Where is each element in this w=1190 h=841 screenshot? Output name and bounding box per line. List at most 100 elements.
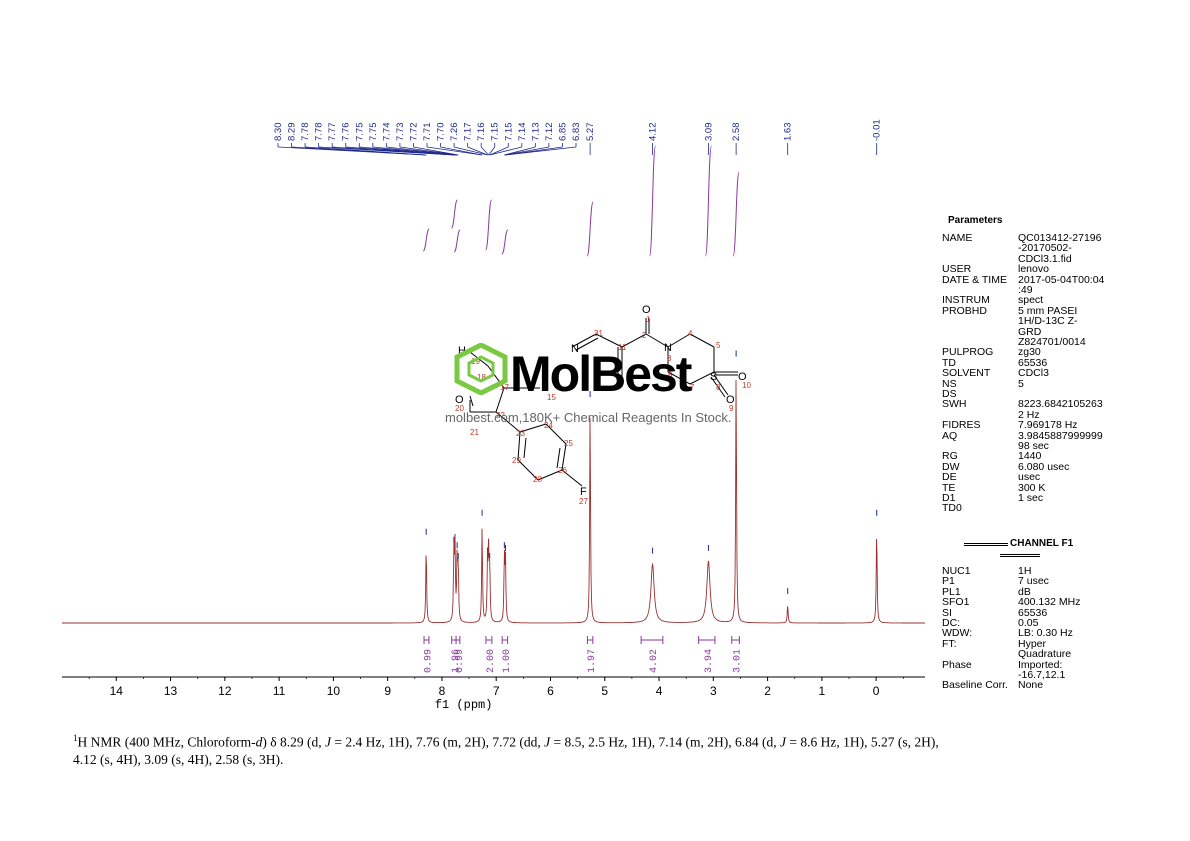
caption-j1: J <box>324 734 331 750</box>
peak-label: 7.12 <box>544 123 555 142</box>
svg-text:2: 2 <box>642 331 647 340</box>
parameter-key: FT: <box>942 637 957 650</box>
parameter-value: 7.969178 Hz <box>1018 419 1078 432</box>
peak-label: 4.12 <box>648 123 659 142</box>
caption-j3: J <box>780 734 787 750</box>
svg-text:5: 5 <box>716 341 721 350</box>
integral-value: 1.97 <box>587 649 598 673</box>
parameter-key: P1 <box>942 575 955 588</box>
svg-text:10: 10 <box>742 381 751 390</box>
parameter-key: NUC1 <box>942 565 971 577</box>
peak-label: 8.29 <box>287 123 298 142</box>
peak-label-leader <box>489 146 509 156</box>
x-axis-label: f1 (ppm) <box>435 698 493 712</box>
parameter-value: 3.9845887999999 98 sec <box>1018 429 1103 452</box>
svg-text:17: 17 <box>500 383 509 392</box>
caption-b: ) δ 8.29 (d, <box>262 734 325 750</box>
parameter-value: 65536 <box>1018 606 1048 619</box>
svg-text:9: 9 <box>729 404 734 413</box>
peak-label: 7.17 <box>463 123 474 142</box>
x-tick-label: 11 <box>273 684 286 698</box>
peak-label: 7.13 <box>530 123 541 142</box>
peak-label-leader <box>386 146 458 156</box>
svg-text:1: 1 <box>646 315 651 324</box>
parameter-value: dB <box>1018 585 1031 598</box>
parameter-key: SFO1 <box>942 596 970 609</box>
svg-text:25: 25 <box>564 439 573 448</box>
parameter-key: Baseline Corr. <box>942 679 1008 692</box>
svg-text:O: O <box>642 304 651 316</box>
parameter-value: Imported: -16.7,12.1 <box>1018 658 1066 681</box>
integral-value: 1.96 <box>451 649 462 673</box>
integral-curve <box>450 199 458 229</box>
parameter-key: NS <box>942 377 957 390</box>
peak-label: 6.85 <box>557 123 568 142</box>
parameter-key: USER <box>942 263 972 276</box>
svg-text:26: 26 <box>558 466 567 475</box>
x-tick-label: 8 <box>439 684 446 698</box>
peak-label: 7.77 <box>327 123 338 142</box>
parameter-value: spect <box>1018 294 1044 307</box>
parameter-key: Phase <box>942 658 972 671</box>
channel-double-rule <box>964 543 1008 546</box>
parameter-value: QC013412-27196 -20170502- CDCl3.1.fid <box>1018 232 1102 265</box>
x-axis: 14 13 12 11 10 9 8 7 6 5 4 3 2 1 0f1 (ppm) <box>62 676 925 712</box>
peak-label: 2.58 <box>731 123 742 142</box>
channel-title: CHANNEL F1 <box>1010 538 1074 549</box>
caption-a: H NMR (400 MHz, Chloroform- <box>77 734 256 750</box>
peak-label: 7.70 <box>436 123 447 142</box>
integral-curves <box>422 145 878 595</box>
peak-label: 3.09 <box>703 123 714 142</box>
svg-text:8: 8 <box>716 383 721 392</box>
peak-label: 7.75 <box>368 123 379 142</box>
parameter-key: TE <box>942 481 956 494</box>
parameter-key: PL1 <box>942 585 961 598</box>
x-tick-label: 7 <box>493 684 500 698</box>
svg-text:F: F <box>580 486 587 498</box>
parameter-value: lenovo <box>1018 263 1049 276</box>
parameter-value: 5 <box>1018 377 1024 390</box>
parameter-key: FIDRES <box>942 419 981 432</box>
x-tick-label: 5 <box>601 684 608 698</box>
parameter-key: TD0 <box>942 502 962 515</box>
x-tick-label: 12 <box>218 684 232 698</box>
parameter-value: 2017-05-04T00:04 :49 <box>1018 273 1105 296</box>
peak-label-leader <box>504 146 549 156</box>
parameter-key: SI <box>942 606 952 619</box>
peak-label: 7.73 <box>395 123 406 142</box>
parameter-value: Hyper Quadrature <box>1018 637 1072 661</box>
x-tick-label: 2 <box>764 684 771 698</box>
x-tick-label: 4 <box>656 684 663 698</box>
integral-curve <box>485 199 493 251</box>
peak-labels: 8.30 8.29 7.78 7.78 7.77 7.76 7.75 7.75 7.74 7.73… <box>273 119 883 156</box>
parameter-value: 5 mm PASEI 1H/D-13C Z- GRD Z824701/0014 <box>1018 304 1086 349</box>
peak-label: 6.83 <box>571 123 582 142</box>
integral-value: 3.01 <box>733 649 744 673</box>
peak-label: 7.14 <box>517 123 528 142</box>
svg-text:4: 4 <box>688 329 693 338</box>
watermark-logo-icon <box>454 343 508 395</box>
peak-label: 7.78 <box>314 123 325 142</box>
parameter-value: 300 K <box>1018 481 1046 494</box>
svg-text:24: 24 <box>544 421 553 430</box>
svg-text:7: 7 <box>690 383 695 392</box>
peak-label: 7.26 <box>449 123 460 142</box>
svg-text:O: O <box>738 371 747 383</box>
caption-e: = 8.5, 2.5 Hz, 1H), 7.14 (m, 2H), 6.84 (… <box>550 734 781 750</box>
peak-label-leader <box>440 146 483 156</box>
parameter-key: SOLVENT <box>942 367 991 380</box>
svg-text:S: S <box>710 371 717 383</box>
integral-value: 2.00 <box>486 649 497 673</box>
watermark-logo-text: MolBest <box>510 346 692 402</box>
parameter-key: PROBHD <box>942 304 987 317</box>
peak-label-leader <box>453 146 488 156</box>
parameter-value: 8223.6842105263 2 Hz <box>1018 398 1103 421</box>
integral-brackets: 0.99 1.960.99 2.00 1.00 1.97 4.02 3.94 3.01 <box>423 636 744 673</box>
peak-label-leader <box>413 146 459 156</box>
svg-text:20: 20 <box>455 404 464 413</box>
spectrum-trace <box>62 380 925 624</box>
peak-label: 7.16 <box>476 123 487 142</box>
peak-label-leader <box>488 146 496 156</box>
svg-text:O: O <box>726 394 735 406</box>
